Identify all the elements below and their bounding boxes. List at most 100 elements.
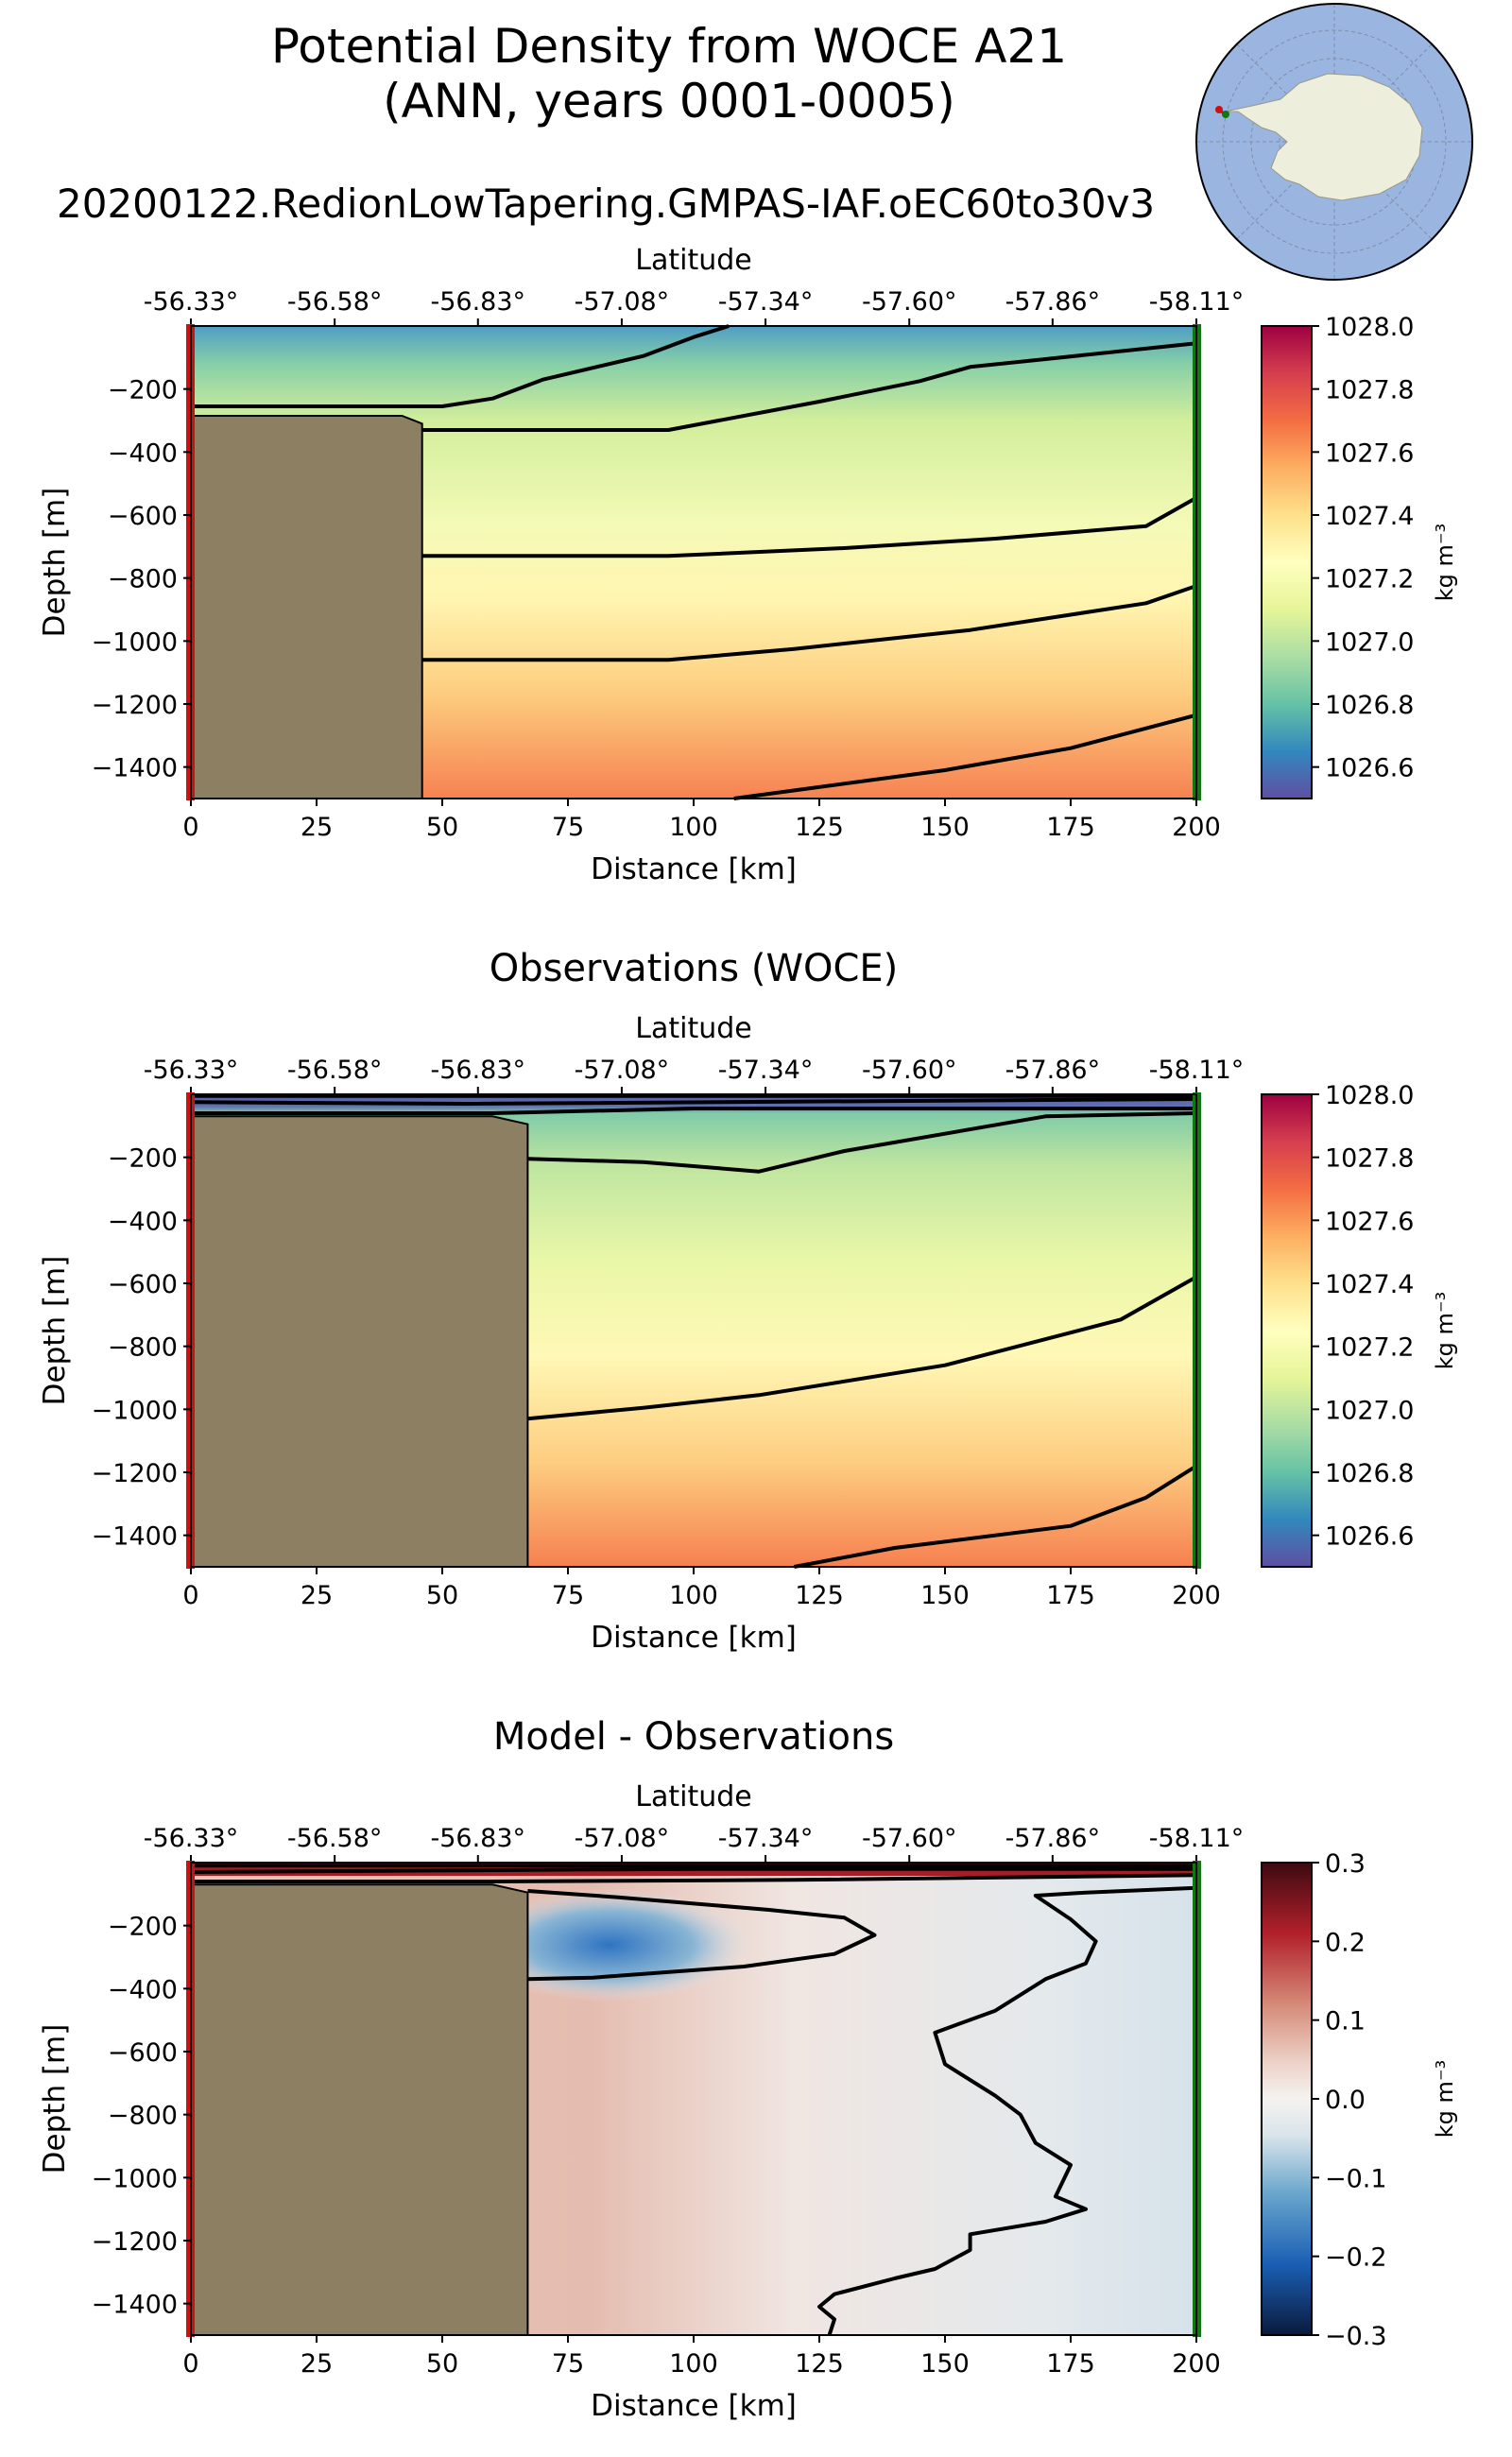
x-tick-label: 50 xyxy=(426,813,458,842)
lat-tick-label: -56.58° xyxy=(287,1056,383,1085)
panel-diff-colorbar-label: kg m⁻³ xyxy=(1432,2060,1458,2138)
x-tick-label: 25 xyxy=(301,813,333,842)
lat-tick-label: -56.83° xyxy=(430,1824,525,1853)
lat-tick-label: -57.08° xyxy=(575,287,670,317)
colorbar-tick-label: 1027.0 xyxy=(1325,1396,1414,1425)
y-tick-label: −400 xyxy=(108,1975,178,2004)
x-tick-label: 100 xyxy=(669,813,718,842)
y-tick-label: −600 xyxy=(108,1270,178,1299)
antarctica-shape xyxy=(1224,73,1423,201)
panel-diff-y-ticks: −200 −400 −600 −800 −1000 −1200 −1400 xyxy=(92,1913,191,2320)
inset-map-border xyxy=(1195,3,1473,281)
x-tick-label: 0 xyxy=(182,2349,198,2379)
y-tick-label: −1000 xyxy=(92,627,178,657)
panel-diff-ylabel: Depth [m] xyxy=(38,2024,72,2174)
y-tick-label: −1400 xyxy=(92,754,178,783)
x-tick-label: 150 xyxy=(920,1581,970,1610)
x-tick-label: 50 xyxy=(426,2349,458,2379)
lat-tick-label: -57.08° xyxy=(575,1056,670,1085)
contour-line xyxy=(421,495,1197,558)
y-tick-label: −800 xyxy=(108,565,178,594)
x-tick-label: 125 xyxy=(795,1581,844,1610)
x-tick-label: 200 xyxy=(1172,2349,1221,2379)
lat-tick-label: -56.33° xyxy=(144,1824,239,1853)
y-tick-label: −400 xyxy=(108,438,178,468)
colorbar-tick-label: 1026.6 xyxy=(1325,1522,1414,1552)
contour-line xyxy=(190,1097,1197,1106)
panel-obs-colorbar-ticks: 1028.0 1027.8 1027.6 1027.4 1027.2 1027.0 1026… xyxy=(1312,1081,1414,1552)
lat-tick-label: -57.60° xyxy=(862,1056,957,1085)
lat-tick-label: -57.86° xyxy=(1005,1056,1101,1085)
panel-diff-colorbar xyxy=(1261,1862,1313,2336)
lat-tick-label: -57.34° xyxy=(718,1056,814,1085)
inset-map xyxy=(1195,3,1473,281)
panel-obs-top-axis-label: Latitude xyxy=(635,1012,751,1045)
x-tick-label: 125 xyxy=(795,813,844,842)
colorbar-tick-label: 1026.8 xyxy=(1325,1459,1414,1488)
panel-diff-negative-anomaly xyxy=(468,1888,751,2002)
figure-title-line2: (ANN, years 0001-0005) xyxy=(383,74,955,129)
colorbar-tick-label: 1027.4 xyxy=(1325,502,1414,531)
colorbar-tick-label: 1027.8 xyxy=(1325,1144,1414,1174)
panel-obs-colorbar xyxy=(1261,1093,1313,1568)
x-tick-label: 25 xyxy=(301,1581,333,1610)
contour-line xyxy=(421,341,1197,432)
lat-tick-label: -56.58° xyxy=(287,287,383,317)
lat-tick-label: -57.60° xyxy=(862,287,957,317)
panel-obs-contours xyxy=(190,1093,1198,1569)
y-tick-label: −1400 xyxy=(92,2291,178,2320)
colorbar-tick-label: −0.1 xyxy=(1325,2164,1387,2193)
panel-diff-lat-ticks: -56.33° -56.58° -56.83° -57.08° -57.34° -57.6… xyxy=(144,1824,1245,1863)
panel-model-x-ticks: 0 25 50 75 100 125 150 175 200 xyxy=(182,799,1221,842)
lat-tick-label: -57.86° xyxy=(1005,287,1101,317)
contour-line xyxy=(527,1275,1197,1421)
section-start-marker xyxy=(1215,106,1223,113)
contour-line xyxy=(527,1889,877,1982)
x-tick-label: 125 xyxy=(795,2349,844,2379)
panel-diff-top-axis-label: Latitude xyxy=(635,1780,751,1813)
panel-model-bathymetry xyxy=(190,415,423,799)
x-tick-label: 200 xyxy=(1172,1581,1221,1610)
panel-obs: Observations (WOCE) Latitude -56.33° -56.… xyxy=(38,947,1458,1655)
panel-obs-lat-ticks: -56.33° -56.58° -56.83° -57.08° -57.34° -57.6… xyxy=(144,1056,1244,1094)
x-tick-label: 100 xyxy=(669,2349,718,2379)
contour-line xyxy=(817,1885,1197,2336)
panel-model-lat-ticks: -56.33° -56.58° -56.83° -57.08° -57.34° -57.6… xyxy=(144,287,1245,326)
panel-model-top-axis-label: Latitude xyxy=(635,244,751,277)
colorbar-tick-label: 1027.4 xyxy=(1325,1270,1414,1299)
figure-title-line1: Potential Density from WOCE A21 xyxy=(271,19,1067,74)
colorbar-tick-label: 0.0 xyxy=(1325,2086,1366,2115)
colorbar-tick-label: 1026.6 xyxy=(1325,754,1414,783)
lat-tick-label: -56.83° xyxy=(430,287,525,317)
panel-diff-xlabel: Distance [km] xyxy=(591,2389,797,2423)
x-tick-label: 175 xyxy=(1046,2349,1095,2379)
y-tick-label: −1200 xyxy=(92,2227,178,2257)
panel-diff-bathymetry xyxy=(190,1883,529,2336)
panel-obs-ylabel: Depth [m] xyxy=(38,1256,72,1406)
y-tick-label: −1200 xyxy=(92,691,178,720)
lat-tick-label: -56.33° xyxy=(144,1056,239,1085)
panel-model-colorbar xyxy=(1261,325,1313,799)
colorbar-tick-label: 1027.8 xyxy=(1325,376,1414,405)
panel-diff-colorbar-ticks: 0.3 0.2 0.1 0.0 −0.1 −0.2 −0.3 xyxy=(1312,1849,1387,2351)
contour-line xyxy=(191,324,730,408)
panel-model-contours xyxy=(191,324,1197,800)
panel-model: Latitude -56.33° -56.58° -56.83° -57.08° -57… xyxy=(38,244,1458,886)
y-tick-label: −400 xyxy=(108,1207,178,1236)
figure-subtitle: 20200122.RedionLowTapering.GMPAS-IAF.oEC… xyxy=(57,180,1155,227)
panel-model-y-ticks: −200 −400 −600 −800 −1000 −1200 −1400 xyxy=(92,376,191,783)
colorbar-tick-label: 0.3 xyxy=(1325,1849,1366,1879)
x-tick-label: 175 xyxy=(1046,1581,1095,1610)
lat-tick-label: -58.11° xyxy=(1149,1824,1245,1853)
panel-obs-y-ticks: −200 −400 −600 −800 −1000 −1200 −1400 xyxy=(92,1144,191,1552)
x-tick-label: 150 xyxy=(920,813,970,842)
lat-tick-label: -58.11° xyxy=(1149,287,1245,317)
panel-diff-title: Model - Observations xyxy=(493,1715,894,1759)
panel-model-ylabel: Depth [m] xyxy=(38,488,72,638)
y-tick-label: −800 xyxy=(108,1333,178,1363)
lat-tick-label: -56.83° xyxy=(430,1056,525,1085)
y-tick-label: −200 xyxy=(108,376,178,405)
colorbar-tick-label: −0.3 xyxy=(1325,2322,1387,2351)
lat-tick-label: -57.60° xyxy=(862,1824,957,1853)
